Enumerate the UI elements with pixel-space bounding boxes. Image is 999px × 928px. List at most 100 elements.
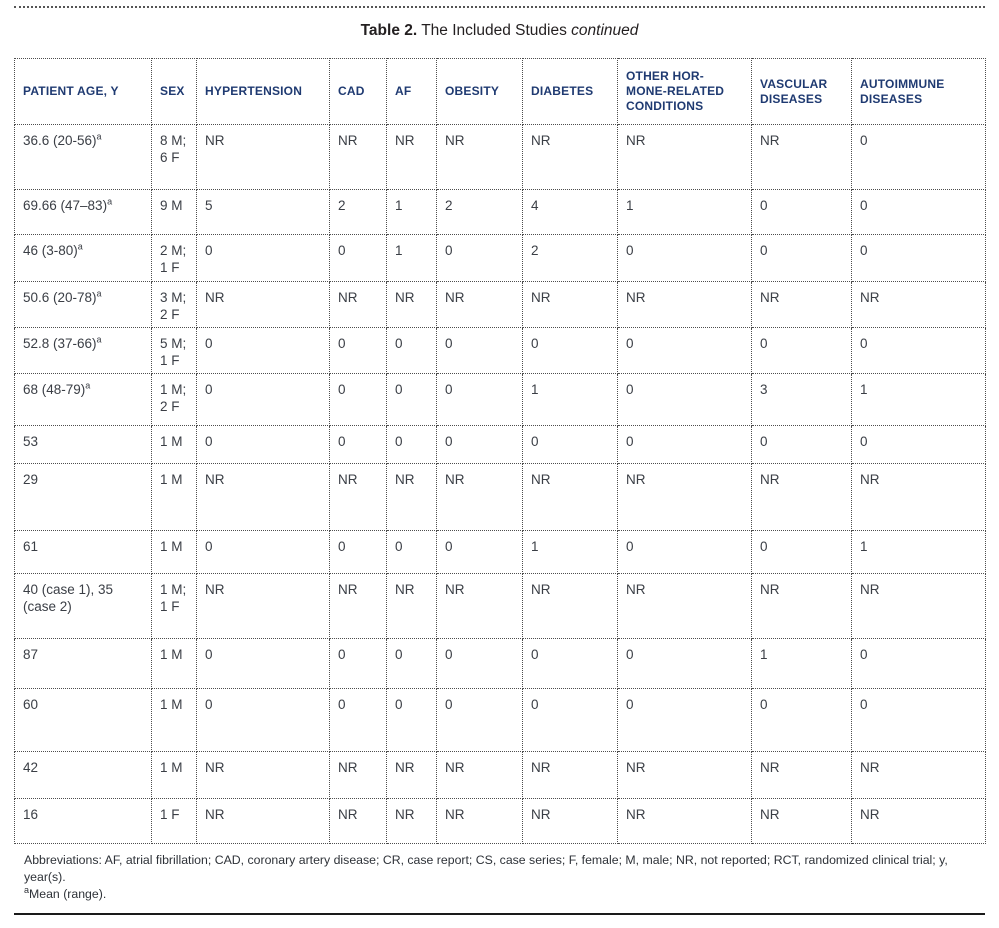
patient-age-cell: 87: [14, 638, 152, 689]
value-cell: 0: [617, 530, 752, 574]
value-cell: NR: [522, 463, 618, 531]
included-studies-table: PATIENT AGE, Y SEX HYPERTENSION CAD AF OBESIT…: [14, 58, 986, 844]
value-cell: 0: [329, 373, 387, 426]
value-cell: 0: [386, 425, 437, 464]
sex-cell: 2 M; 1 F: [151, 234, 197, 282]
value-cell: NR: [522, 573, 618, 639]
value-cell: 0: [436, 425, 523, 464]
value-cell: 0: [617, 425, 752, 464]
patient-age-cell: 16: [14, 798, 152, 844]
value-cell: 0: [436, 373, 523, 426]
value-cell: NR: [851, 573, 986, 639]
value-cell: 0: [196, 638, 330, 689]
value-cell: 1: [751, 638, 852, 689]
value-cell: 0: [196, 373, 330, 426]
value-cell: NR: [751, 573, 852, 639]
value-cell: 1: [522, 373, 618, 426]
mean-range-superscript: a: [96, 131, 102, 142]
value-cell: 0: [196, 425, 330, 464]
value-cell: NR: [329, 573, 387, 639]
value-cell: 1: [386, 234, 437, 282]
patient-age-cell: 46 (3-80)a: [14, 234, 152, 282]
table-title-text: The Included Studies: [417, 22, 572, 39]
patient-age-cell: 29: [14, 463, 152, 531]
value-cell: 0: [751, 189, 852, 235]
value-cell: NR: [522, 798, 618, 844]
value-cell: NR: [436, 463, 523, 531]
value-cell: NR: [851, 751, 986, 799]
sex-cell: 1 M: [151, 751, 197, 799]
sex-cell: 9 M: [151, 189, 197, 235]
table-row: 42 1 M NR NR NR NR NR NR NR NR: [14, 751, 986, 799]
patient-age-cell: 50.6 (20-78)a: [14, 281, 152, 328]
mean-range-superscript: a: [96, 334, 102, 345]
column-header: SEX: [151, 58, 197, 125]
patient-age-cell: 60: [14, 688, 152, 752]
value-cell: 0: [851, 234, 986, 282]
value-cell: 0: [522, 425, 618, 464]
value-cell: NR: [436, 281, 523, 328]
value-cell: 0: [522, 688, 618, 752]
value-cell: NR: [196, 751, 330, 799]
value-cell: 0: [617, 327, 752, 374]
table-number-label: Table 2.: [360, 22, 418, 39]
patient-age-cell: 42: [14, 751, 152, 799]
value-cell: 0: [851, 425, 986, 464]
sex-cell: 3 M; 2 F: [151, 281, 197, 328]
value-cell: NR: [329, 463, 387, 531]
patient-age-cell: 53: [14, 425, 152, 464]
value-cell: 0: [851, 638, 986, 689]
value-cell: 0: [329, 530, 387, 574]
patient-age-cell: 52.8 (37-66)a: [14, 327, 152, 374]
table-row: 50.6 (20-78)a 3 M; 2 F NR NR NR NR NR NR NR NR: [14, 281, 986, 328]
value-cell: NR: [196, 463, 330, 531]
value-cell: 1: [617, 189, 752, 235]
value-cell: NR: [617, 751, 752, 799]
table-title: Table 2. The Included Studies continued: [14, 21, 985, 40]
value-cell: NR: [751, 798, 852, 844]
value-cell: 0: [386, 638, 437, 689]
value-cell: NR: [329, 281, 387, 328]
table-footnote: Abbreviations: AF, atrial fibrillation; …: [14, 844, 985, 903]
value-cell: NR: [851, 281, 986, 328]
value-cell: NR: [436, 798, 523, 844]
abbreviations-note: Abbreviations: AF, atrial fibrillation; …: [24, 853, 948, 884]
table-row: 16 1 F NR NR NR NR NR NR NR NR: [14, 798, 986, 844]
patient-age-cell: 68 (48-79)a: [14, 373, 152, 426]
value-cell: 0: [386, 373, 437, 426]
value-cell: 4: [522, 189, 618, 235]
table-row: 40 (case 1), 35 (case 2) 1 M; 1 F NR NR NR NR…: [14, 573, 986, 639]
value-cell: 0: [851, 124, 986, 190]
value-cell: NR: [851, 798, 986, 844]
value-cell: 0: [617, 638, 752, 689]
column-header: VASCULAR DISEASES: [751, 58, 852, 125]
value-cell: 3: [751, 373, 852, 426]
value-cell: NR: [617, 798, 752, 844]
value-cell: 1: [851, 373, 986, 426]
footnote-superscript: a: [24, 884, 30, 895]
value-cell: NR: [436, 573, 523, 639]
page: Table 2. The Included Studies continued …: [0, 6, 999, 928]
sex-cell: 1 M; 2 F: [151, 373, 197, 426]
value-cell: NR: [386, 463, 437, 531]
value-cell: 1: [386, 189, 437, 235]
value-cell: 0: [329, 688, 387, 752]
value-cell: 0: [522, 638, 618, 689]
mean-range-note: aMean (range).: [24, 884, 107, 901]
value-cell: NR: [196, 573, 330, 639]
sex-cell: 8 M; 6 F: [151, 124, 197, 190]
sex-cell: 1 M: [151, 425, 197, 464]
value-cell: 0: [329, 638, 387, 689]
value-cell: 0: [751, 530, 852, 574]
sex-cell: 1 M: [151, 638, 197, 689]
value-cell: NR: [751, 281, 852, 328]
bottom-solid-rule: [14, 913, 985, 915]
table-body: 36.6 (20-56)a 8 M; 6 F NR NR NR NR NR NR NR 0 69.6…: [14, 124, 986, 844]
patient-age-cell: 69.66 (47–83)a: [14, 189, 152, 235]
